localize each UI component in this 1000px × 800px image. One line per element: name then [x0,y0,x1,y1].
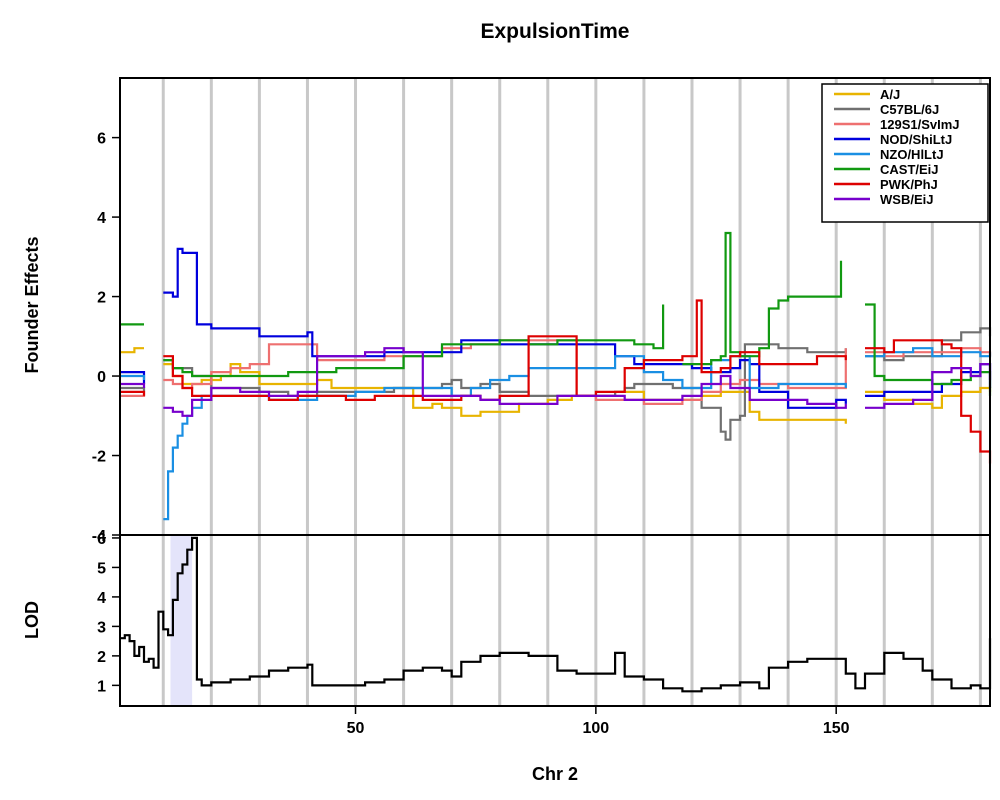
legend-label-129s1-svimj: 129S1/SvImJ [880,117,960,132]
series-line-a-j [120,347,992,424]
legend-label-c57bl-6j: C57BL/6J [880,102,939,117]
series-line-nod-shiltj [120,247,992,409]
legend-label-cast-eij: CAST/EiJ [880,162,939,177]
legend: A/JC57BL/6J129S1/SvImJNOD/ShiLtJNZO/HlLt… [821,83,989,223]
series-line-wsb-eij [120,347,992,417]
series-line-lod [120,536,992,693]
legend-label-a-j: A/J [880,87,900,102]
legend-label-nod-shiltj: NOD/ShiLtJ [880,132,952,147]
series-line-cast-eij [120,231,992,396]
y-axis-label-founder-effects: Founder Effects [22,236,42,373]
x-tick-label-50: 50 [347,720,365,737]
y-tick-label-founder-effects-2: 2 [97,290,106,307]
chart-title: ExpulsionTime [481,20,630,43]
series-line-nzo-hlltj [120,347,992,521]
y-tick-label-founder-effects--4: -4 [92,528,106,545]
plot-frame-lod [119,534,991,707]
legend-label-nzo-hlltj: NZO/HlLtJ [880,147,944,162]
legend-label-pwk-phj: PWK/PhJ [880,177,938,192]
peak-interval-highlight [170,535,193,706]
x-axis-label: Chr 2 [532,764,578,784]
y-tick-label-founder-effects-4: 4 [97,210,106,227]
y-tick-label-lod-2: 2 [97,649,106,666]
legend-label-wsb-eij: WSB/EiJ [880,192,933,207]
y-tick-label-lod-5: 5 [97,560,106,577]
y-tick-label-founder-effects--2: -2 [92,449,106,466]
founder-effects-panel: -4 -2 0 2 4 6 A/JC57BL/6J129S1/SvImJNOD/ShiLtJ… [92,77,992,545]
y-tick-label-lod-1: 1 [97,678,106,695]
y-tick-label-founder-effects-6: 6 [97,131,106,148]
y-axis-label-lod: LOD [22,601,42,639]
y-tick-label-lod-4: 4 [97,590,106,607]
x-tick-label-100: 100 [583,720,610,737]
series-line-pwk-phj [120,299,992,464]
y-tick-label-lod-6: 6 [97,531,106,548]
y-tick-label-founder-effects-0: 0 [97,369,106,386]
lod-panel: 1 2 3 4 5 6 50 100 150 [97,531,992,737]
x-tick-label-150: 150 [823,720,850,737]
y-tick-label-lod-3: 3 [97,619,106,636]
